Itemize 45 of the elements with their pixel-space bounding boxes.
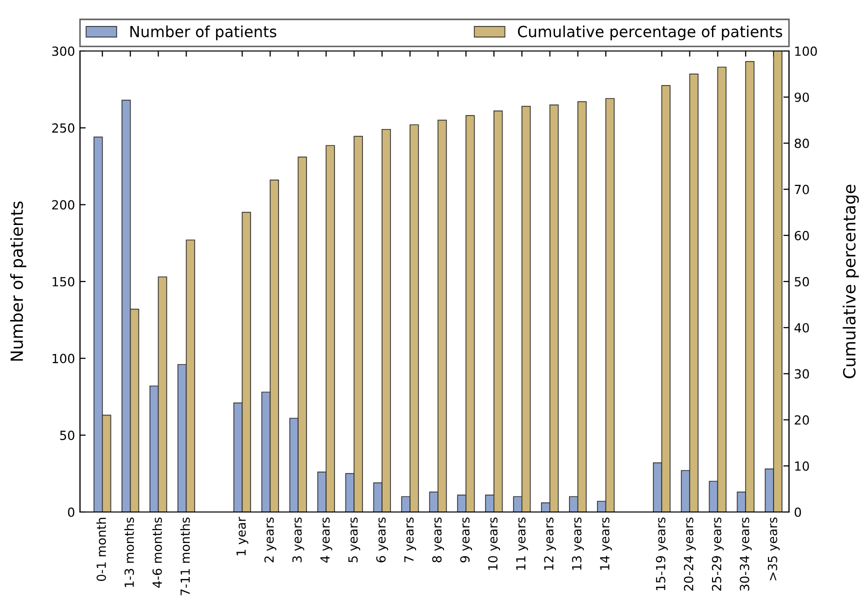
y2-tick-label: 90 [794,92,809,102]
y2-tick-label: 100 [795,46,817,56]
legend-label: Cumulative percentage of patients [518,25,782,40]
y2-tick-label: 50 [794,276,809,286]
y-tick-label: 100 [52,354,74,364]
y-tick-label: 200 [52,200,74,210]
y-tick-label: 250 [52,123,74,133]
x-tick-label: 12 years [544,517,556,570]
x-tick-label: 5 years [348,517,360,562]
x-tick-label: 20-24 years [684,517,696,591]
y2-axis-title: Cumulative percentage [842,184,859,378]
x-tick-label: 4 years [320,517,332,563]
x-tick-label: 13 years [572,517,584,570]
y2-tick-label: 80 [794,138,809,148]
y-tick-label: 0 [68,507,74,517]
x-tick-label: 11 years [516,517,528,570]
x-tick-label: 8 years [432,517,444,562]
x-tick-label: 0-1 month [96,518,106,581]
x-tick-label: 25-29 years [712,517,724,591]
y-tick-label: 150 [52,276,74,286]
y2-tick-label: 20 [794,415,809,425]
y2-tick-label: 10 [795,461,809,471]
y2-tick-label: 0 [794,507,801,517]
y2-tick-label: 40 [794,323,809,333]
x-tick-label: 2 years [264,517,276,562]
x-tick-label: 30-34 years [740,517,752,591]
legend-label: Number of patients [130,25,276,40]
x-tick-label: 1 year [236,516,248,556]
x-tick-label: 6 years [376,517,388,562]
x-tick-label: 1-3 months [124,517,134,587]
x-tick-label: 4-6 months [152,517,162,588]
y-axis-title: Number of patients [10,202,26,361]
x-tick-label: 15-19 years [656,517,668,590]
x-tick-label: 10 years [488,517,500,570]
x-tick-label: 7 years [404,517,416,562]
x-tick-label: 9 years [460,517,472,562]
y-tick-label: 300 [52,46,74,56]
x-tick-label: 14 years [600,517,612,570]
x-tick-label: >35 years [768,517,780,580]
x-tick-label: 7-11 months [180,517,190,596]
x-tick-label: 3 years [292,517,304,562]
y2-tick-label: 60 [794,230,809,240]
y2-tick-label: 30 [794,369,809,379]
y-tick-label: 50 [60,430,74,440]
y2-tick-label: 70 [794,184,809,194]
